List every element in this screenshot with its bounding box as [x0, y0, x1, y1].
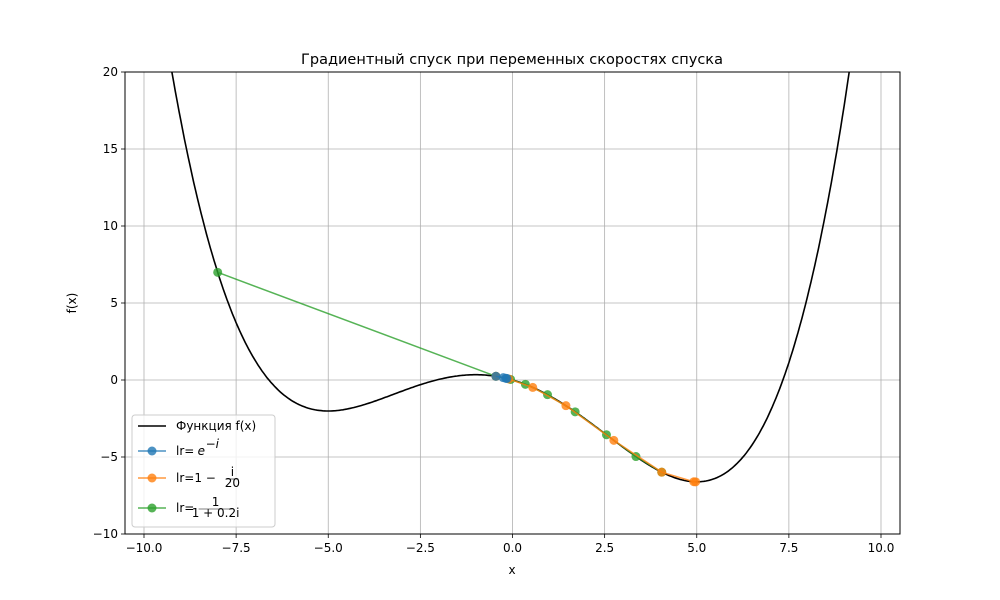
y-tick-label: −10: [93, 527, 118, 541]
x-tick-label: −2.5: [406, 541, 435, 555]
data-point: [691, 477, 701, 487]
data-point: [609, 435, 619, 445]
y-tick-label: 15: [103, 142, 118, 156]
x-tick-label: 5.0: [687, 541, 706, 555]
x-tick-label: 2.5: [595, 541, 614, 555]
series-line: [495, 375, 696, 483]
legend-series-label: lr= 11 + 0.2i: [176, 495, 239, 520]
svg-text:1: 1: [212, 495, 220, 509]
x-tick-label: 7.5: [779, 541, 798, 555]
svg-text:lr=: lr=: [176, 501, 194, 515]
svg-text:−i: −i: [206, 437, 220, 451]
x-tick-label: −5.0: [314, 541, 343, 555]
legend-series-label: lr=1 − i20: [176, 465, 240, 490]
y-tick-label: 20: [103, 65, 118, 79]
svg-text:lr=1 −: lr=1 −: [176, 471, 216, 485]
x-tick-label: −10.0: [126, 541, 163, 555]
plot-area: [171, 72, 851, 487]
data-point: [491, 371, 501, 381]
x-tick-label: 0.0: [503, 541, 522, 555]
x-axis-label: x: [508, 563, 515, 577]
y-tick-label: −5: [100, 450, 118, 464]
chart-title: Градиентный спуск при переменных скорост…: [301, 52, 723, 68]
y-tick-label: 10: [103, 219, 118, 233]
series-line: [217, 271, 663, 473]
y-tick-label: 5: [110, 296, 118, 310]
legend-series-label: lr= e −i: [176, 437, 220, 458]
svg-text:i: i: [231, 465, 234, 479]
svg-text:20: 20: [225, 476, 240, 490]
data-point: [561, 401, 571, 411]
axis-ticks: −10.0 −7.5 −5.0 −2.5 0.0 2.5 5.0 7.5 10.0 −10 −5 0 5…: [93, 65, 895, 555]
data-point: [213, 267, 223, 277]
x-tick-label: −7.5: [222, 541, 251, 555]
x-tick-label: 10.0: [868, 541, 895, 555]
svg-text:e: e: [198, 444, 205, 458]
data-point: [502, 374, 512, 384]
svg-text:1 + 0.2i: 1 + 0.2i: [192, 506, 240, 520]
data-point: [657, 467, 667, 477]
y-tick-label: 0: [110, 373, 118, 387]
legend: Функция f(x) lr= e −i lr=1 − i20 lr= 11 + 0.2i: [131, 414, 276, 528]
legend-function-label: Функция f(x): [176, 419, 256, 433]
y-axis-label: f(x): [65, 293, 79, 314]
data-point: [528, 382, 538, 392]
svg-text:lr=: lr=: [176, 444, 194, 458]
